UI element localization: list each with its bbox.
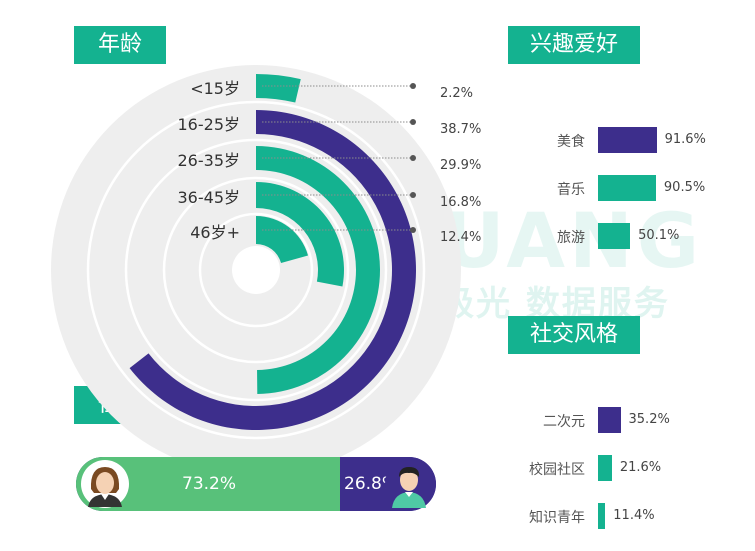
social-value-label-2: 11.4% (613, 508, 655, 523)
radial-ring-divider-0 (86, 100, 426, 440)
age-value-label-1: 38.7% (440, 122, 482, 137)
age-leader-dot-3 (410, 192, 416, 198)
interest-value-label-2: 50.1% (638, 228, 680, 243)
interest-category-label-0: 美食 (557, 134, 585, 150)
age-category-label-4: 46岁+ (190, 223, 240, 242)
social-category-label-2: 知识青年 (529, 510, 585, 526)
social-section-title: 社交风格 (508, 316, 640, 354)
age-value-label-0: 2.2% (440, 86, 474, 101)
social-bar-0 (598, 407, 621, 433)
interest-bar-1 (598, 175, 656, 201)
age-arc-2 (256, 146, 380, 394)
social-bar-1 (598, 455, 612, 481)
social-category-label-1: 校园社区 (529, 462, 585, 478)
social-value-label-0: 35.2% (628, 412, 670, 427)
age-leader-dot-4 (410, 227, 416, 233)
radial-ring-divider-1 (124, 138, 388, 402)
interest-section-title: 兴趣爱好 (508, 26, 640, 64)
age-category-label-2: 26-35岁 (177, 151, 241, 170)
age-section-title: 年龄 (74, 26, 166, 64)
interest-value-label-1: 90.5% (663, 180, 706, 195)
female-avatar-icon (81, 460, 129, 508)
male-avatar-icon (385, 460, 433, 508)
gender-male-value: 26.8% (344, 474, 399, 494)
interest-bar-0 (598, 127, 657, 153)
interest-value-label-0: 91.6% (664, 132, 706, 147)
social-category-label-0: 二次元 (543, 414, 585, 430)
age-arc-0 (256, 74, 301, 103)
interest-bar-2 (598, 223, 631, 249)
gender-female-value: 73.2% (182, 474, 237, 494)
radial-ring-divider-2 (162, 176, 350, 364)
age-leader-dot-1 (410, 119, 416, 125)
age-arc-4 (256, 216, 309, 264)
age-category-label-0: <15岁 (190, 79, 240, 98)
age-leader-dot-0 (410, 83, 416, 89)
interest-category-label-2: 旅游 (557, 230, 585, 246)
interest-category-label-1: 音乐 (557, 182, 585, 198)
age-value-label-3: 16.8% (440, 195, 482, 210)
radial-ring-divider-3 (198, 212, 314, 328)
age-category-label-3: 36-45岁 (177, 188, 241, 207)
age-value-label-2: 29.9% (440, 158, 482, 173)
age-leader-dot-2 (410, 155, 416, 161)
gender-bar: 73.2% 26.8% (76, 457, 436, 511)
age-value-label-4: 12.4% (440, 230, 482, 245)
age-category-label-1: 16-25岁 (177, 115, 241, 134)
social-value-label-1: 21.6% (619, 460, 662, 475)
age-arc-3 (256, 182, 344, 287)
social-bar-2 (598, 503, 606, 529)
radial-center-hole (232, 246, 280, 294)
